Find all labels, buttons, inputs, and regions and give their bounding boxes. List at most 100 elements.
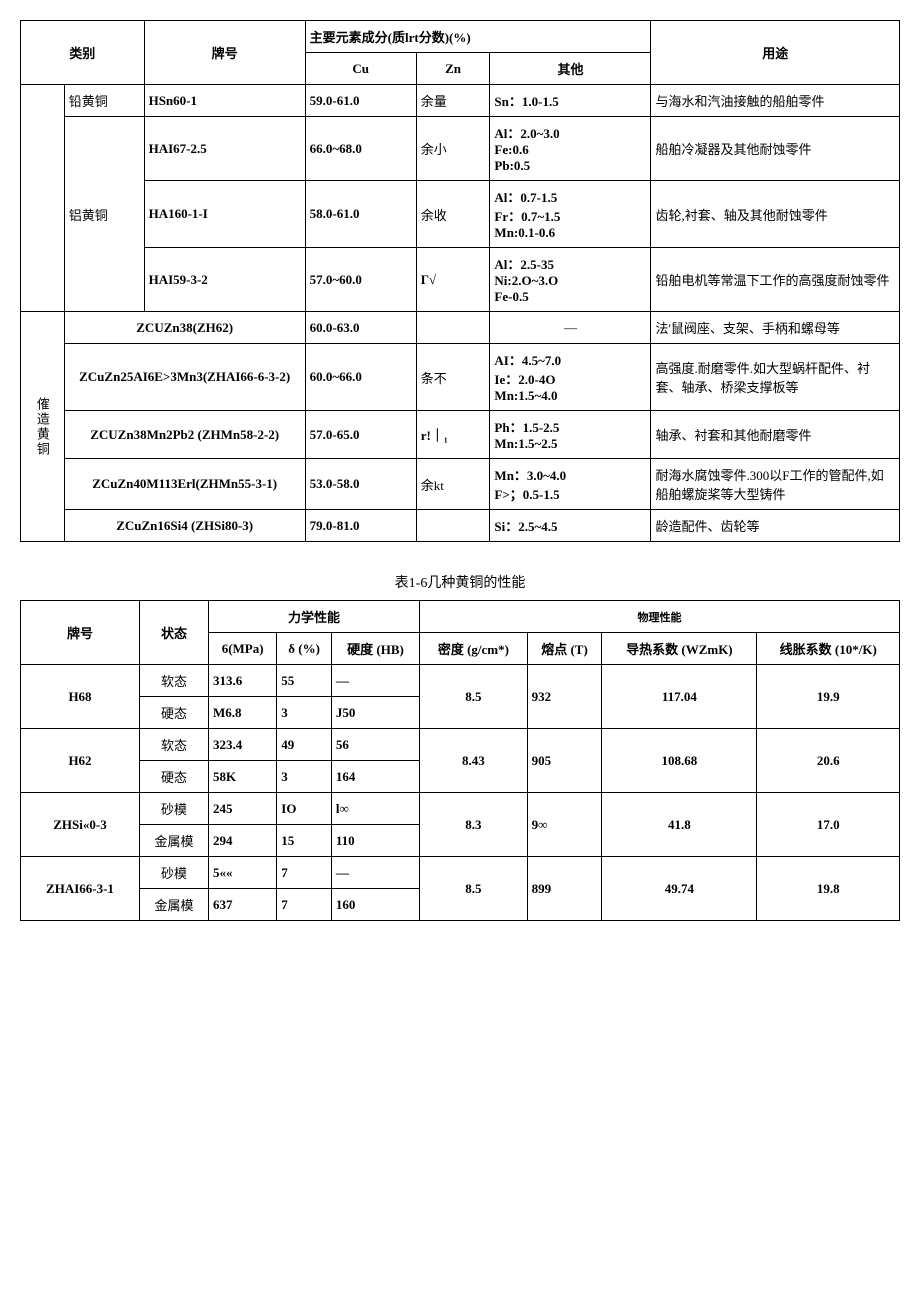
cu-cell: 66.0~68.0	[305, 117, 416, 181]
sigma-cell: M6.8	[209, 697, 277, 729]
melting-cell: 932	[527, 665, 602, 729]
table-row: ZCuZn16Si4 (ZHSi80-3) 79.0-81.0 Si：2.5~4…	[21, 510, 900, 542]
table-row: ZCuZn25AI6E>3Mn3(ZHAI66-6-3-2) 60.0~66.0…	[21, 344, 900, 411]
state-cell: 金属模	[140, 825, 209, 857]
other-cell: Ph：1.5-2.5 Mn:1.5~2.5	[490, 411, 651, 459]
th-cu: Cu	[305, 53, 416, 85]
state-cell: 软态	[140, 665, 209, 697]
delta-cell: 7	[277, 857, 332, 889]
grade-cell: HAI67-2.5	[144, 117, 305, 181]
hb-cell: l∞	[331, 793, 419, 825]
table-row: 傕造黄铜 ZCUZn38(ZH62) 60.0-63.0 — 法'鼠阀座、支架、…	[21, 312, 900, 344]
cu-cell: 60.0-63.0	[305, 312, 416, 344]
thermal-cell: 41.8	[602, 793, 757, 857]
zn-cell: r!｜₁	[416, 411, 490, 459]
hb-cell: —	[331, 665, 419, 697]
melting-cell: 905	[527, 729, 602, 793]
cu-cell: 60.0~66.0	[305, 344, 416, 411]
th-zn: Zn	[416, 53, 490, 85]
other-cell: —	[490, 312, 651, 344]
use-cell: 轴承、衬套和其他耐磨零件	[651, 411, 900, 459]
expansion-cell: 20.6	[757, 729, 900, 793]
use-cell: 铅舶电机等常温下工作的高强度耐蚀零件	[651, 248, 900, 312]
other-cell: Al：2.0~3.0 Fe:0.6 Pb:0.5	[490, 117, 651, 181]
subcat-cell: 铝黄铜	[64, 117, 144, 312]
hb-cell: —	[331, 857, 419, 889]
density-cell: 8.5	[420, 665, 528, 729]
density-cell: 8.3	[420, 793, 528, 857]
state-cell: 金属模	[140, 889, 209, 921]
expansion-cell: 19.8	[757, 857, 900, 921]
sigma-cell: 313.6	[209, 665, 277, 697]
grade-cell: H68	[21, 665, 140, 729]
thermal-cell: 108.68	[602, 729, 757, 793]
expansion-cell: 19.9	[757, 665, 900, 729]
th-density: 密度 (g/cm*)	[420, 633, 528, 665]
density-cell: 8.43	[420, 729, 528, 793]
properties-table: 牌号 状态 力学性能 物理性能 6(MPa) δ (%) 硬度 (HB) 密度 …	[20, 600, 900, 921]
use-cell: 船舶冷凝器及其他耐蚀零件	[651, 117, 900, 181]
table-row: ZCuZn40M113Erl(ZHMn55-3-1) 53.0-58.0 余kt…	[21, 459, 900, 510]
delta-cell: IO	[277, 793, 332, 825]
other-cell: AI：4.5~7.0 Ie：2.0-4O Mn:1.5~4.0	[490, 344, 651, 411]
delta-cell: 49	[277, 729, 332, 761]
th-category: 类别	[21, 21, 145, 85]
cu-cell: 59.0-61.0	[305, 85, 416, 117]
zn-cell: 余量	[416, 85, 490, 117]
state-cell: 砂模	[140, 793, 209, 825]
grade-cell: HAI59-3-2	[144, 248, 305, 312]
thermal-cell: 117.04	[602, 665, 757, 729]
th-use: 用途	[651, 21, 900, 85]
hb-cell: 160	[331, 889, 419, 921]
grade-cell: ZCuZn25AI6E>3Mn3(ZHAI66-6-3-2)	[64, 344, 305, 411]
density-cell: 8.5	[420, 857, 528, 921]
table-row: ZCUZn38Mn2Pb2 (ZHMn58-2-2) 57.0-65.0 r!｜…	[21, 411, 900, 459]
other-cell: Si：2.5~4.5	[490, 510, 651, 542]
zn-cell: 条不	[416, 344, 490, 411]
cat-cell	[21, 85, 65, 312]
grade-cell: ZCUZn38Mn2Pb2 (ZHMn58-2-2)	[64, 411, 305, 459]
delta-cell: 55	[277, 665, 332, 697]
state-cell: 砂模	[140, 857, 209, 889]
other-cell: Mn：3.0~4.0 F>；0.5-1.5	[490, 459, 651, 510]
state-cell: 硬态	[140, 761, 209, 793]
zn-cell: 余小	[416, 117, 490, 181]
state-cell: 软态	[140, 729, 209, 761]
cu-cell: 53.0-58.0	[305, 459, 416, 510]
melting-cell: 899	[527, 857, 602, 921]
use-cell: 高强度.耐磨零件.如大型蜗杆配件、衬套、轴承、桥梁支撑板等	[651, 344, 900, 411]
table-row: H68软态313.655—8.5932117.0419.9	[21, 665, 900, 697]
sigma-cell: 58K	[209, 761, 277, 793]
other-cell: Al：0.7-1.5 Fr：0.7~1.5 Mn:0.1-0.6	[490, 181, 651, 248]
expansion-cell: 17.0	[757, 793, 900, 857]
other-cell: Al：2.5-35 Ni:2.O~3.O Fe-0.5	[490, 248, 651, 312]
sigma-cell: 637	[209, 889, 277, 921]
grade-cell: ZCuZn16Si4 (ZHSi80-3)	[64, 510, 305, 542]
cu-cell: 58.0-61.0	[305, 181, 416, 248]
table-row: HAI59-3-2 57.0~60.0 Γ√ Al：2.5-35 Ni:2.O~…	[21, 248, 900, 312]
cu-cell: 79.0-81.0	[305, 510, 416, 542]
melting-cell: 9∞	[527, 793, 602, 857]
table-row: ZHSi«0-3砂模245IOl∞8.39∞41.817.0	[21, 793, 900, 825]
use-cell: 龄造配件、齿轮等	[651, 510, 900, 542]
grade-cell: ZHSi«0-3	[21, 793, 140, 857]
grade-cell: H62	[21, 729, 140, 793]
table-row: 铝黄铜 HAI67-2.5 66.0~68.0 余小 Al：2.0~3.0 Fe…	[21, 117, 900, 181]
zn-cell: 余kt	[416, 459, 490, 510]
th-phys-text: 物理性能	[638, 612, 682, 624]
cu-cell: 57.0~60.0	[305, 248, 416, 312]
sigma-cell: 294	[209, 825, 277, 857]
th-phys: 物理性能	[420, 601, 900, 633]
table-row: H62软态323.449568.43905108.6820.6	[21, 729, 900, 761]
hb-cell: 56	[331, 729, 419, 761]
th-melting: 熔点 (T)	[527, 633, 602, 665]
table-row: ZHAI66-3-1砂模5««7—8.589949.7419.8	[21, 857, 900, 889]
zn-cell: 余收	[416, 181, 490, 248]
th-state: 状态	[140, 601, 209, 665]
th-other: 其他	[490, 53, 651, 85]
sigma-cell: 323.4	[209, 729, 277, 761]
th-delta: δ (%)	[277, 633, 332, 665]
delta-cell: 7	[277, 889, 332, 921]
grade-cell: ZCUZn38(ZH62)	[64, 312, 305, 344]
th-grade: 牌号	[144, 21, 305, 85]
